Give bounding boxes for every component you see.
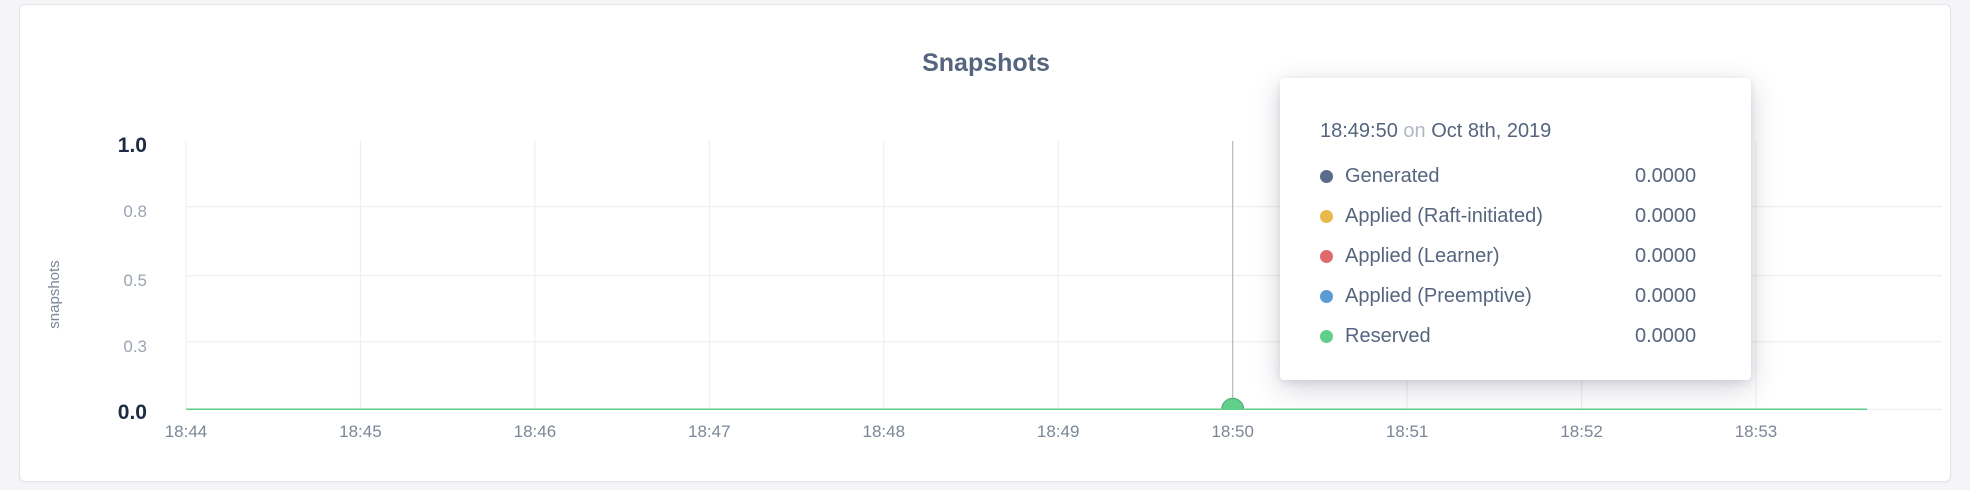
svg-text:18:46: 18:46 [514, 422, 557, 441]
svg-text:18:45: 18:45 [339, 422, 382, 441]
svg-text:18:52: 18:52 [1560, 422, 1603, 441]
svg-text:18:44: 18:44 [165, 422, 208, 441]
svg-text:0.3: 0.3 [123, 337, 147, 356]
svg-text:0.8: 0.8 [123, 202, 147, 221]
svg-text:0.5: 0.5 [123, 271, 147, 290]
svg-text:18:51: 18:51 [1386, 422, 1429, 441]
svg-text:1.0: 1.0 [118, 134, 147, 157]
svg-text:18:53: 18:53 [1735, 422, 1778, 441]
svg-text:18:48: 18:48 [863, 422, 906, 441]
svg-text:18:47: 18:47 [688, 422, 731, 441]
svg-text:18:49: 18:49 [1037, 422, 1080, 441]
svg-text:0.0: 0.0 [118, 401, 147, 424]
svg-text:18:50: 18:50 [1211, 422, 1254, 441]
